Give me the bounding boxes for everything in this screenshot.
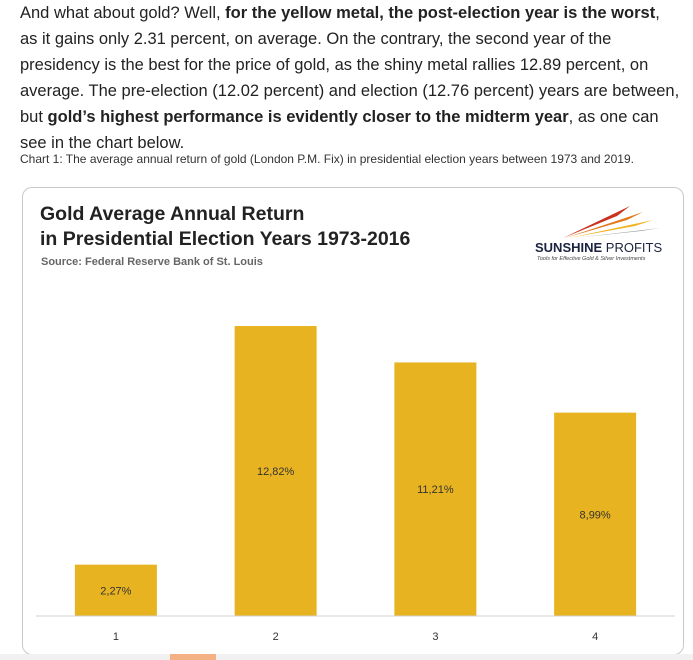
logo-name-light: PROFITS — [602, 240, 663, 255]
logo-name: SUNSHINE PROFITS — [535, 240, 662, 255]
logo-tagline: Tools for Effective Gold & Silver Invest… — [537, 256, 646, 262]
article-bold-text: for the yellow metal, the post-election … — [225, 4, 656, 22]
x-tick-label-3: 3 — [432, 631, 438, 643]
article-text: , as it gains only 2.31 percent, on aver… — [20, 4, 680, 126]
data-label-4: 8,99% — [580, 509, 611, 521]
bar-2 — [234, 326, 317, 616]
data-label-1: 2,27% — [100, 585, 131, 597]
chart-title-line-1: Gold Average Annual Return — [40, 203, 305, 225]
horizontal-scrollbar[interactable] — [0, 654, 693, 660]
data-label-2: 12,82% — [257, 466, 295, 478]
sunshine-profits-logo: SUNSHINE PROFITS Tools for Effective Gol… — [535, 198, 675, 268]
bar-4 — [554, 412, 637, 616]
article-text: And what about gold? Well, — [20, 4, 226, 22]
chart-title: Gold Average Annual Return in Presidenti… — [40, 202, 410, 252]
chart-container: Gold Average Annual Return in Presidenti… — [22, 187, 684, 655]
x-tick-label-2: 2 — [273, 631, 279, 643]
scrollbar-thumb[interactable] — [170, 654, 216, 660]
chart-caption: Chart 1: The average annual return of go… — [20, 152, 634, 166]
bar-1 — [74, 564, 157, 616]
x-tick-label-1: 1 — [113, 631, 119, 643]
logo-swoosh-icon — [563, 206, 660, 238]
bars-group: 2,27% 12,82% 11,21% 8,99% — [74, 326, 637, 616]
x-tick-labels: 1 2 3 4 — [113, 631, 598, 643]
bar-chart-plot: 2,27% 12,82% 11,21% 8,99% 1 2 3 4 — [36, 326, 675, 643]
data-label-3: 11,21% — [417, 484, 454, 496]
logo-name-bold: SUNSHINE — [535, 240, 603, 255]
article-text: , as one can see in the chart below. — [20, 108, 659, 152]
bar-3 — [394, 362, 477, 616]
article-paragraph: And what about gold? Well, for the yello… — [20, 0, 680, 156]
chart-title-line-2: in Presidential Election Years 1973-2016 — [40, 228, 411, 250]
chart-source: Source: Federal Reserve Bank of St. Loui… — [41, 256, 263, 268]
article-bold-text: gold’s highest performance is evidently … — [47, 108, 569, 126]
x-tick-label-4: 4 — [592, 631, 598, 643]
